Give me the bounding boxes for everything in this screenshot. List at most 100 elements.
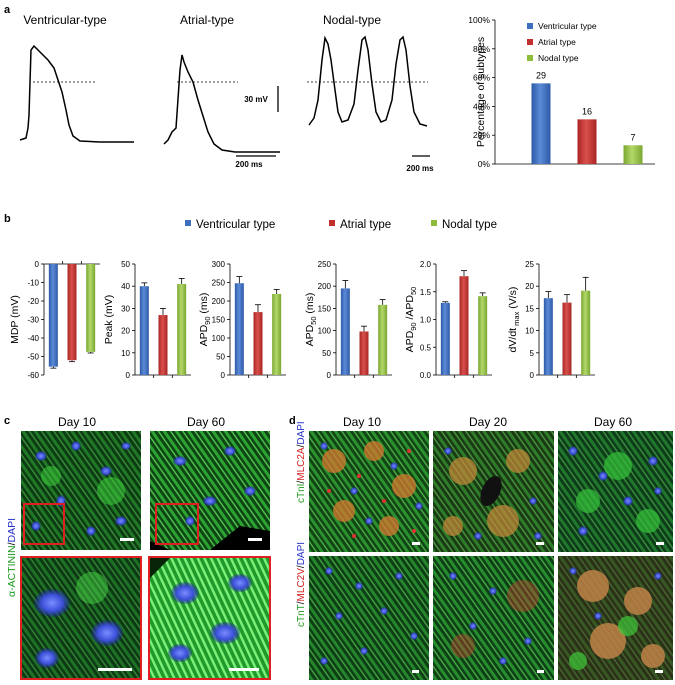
y-tick-label: 0% (478, 159, 491, 169)
panel-c-col-day60: Day 60 (187, 415, 225, 429)
stain-sep: / (6, 542, 18, 545)
y-tick-label: 150 (318, 304, 332, 313)
y-tick-label: 200 (212, 297, 226, 306)
y-axis-label: APD50 (ms) (304, 293, 318, 347)
panel-d-col-day20: Day 20 (469, 415, 507, 429)
ep-chart-5: 0.0 0.5 1.0 1.5 2.0 APD90 /APD50 (404, 260, 492, 380)
scale-bar (248, 538, 262, 541)
y-tick-label: 50 (121, 260, 130, 269)
micro-c-day60-zoom (148, 556, 271, 680)
bar-atrial (253, 312, 263, 375)
scale-bar (655, 670, 663, 673)
panel-d-col-day10: Day 10 (343, 415, 381, 429)
scale-bar (656, 542, 664, 545)
y-tick-label: 1.0 (420, 316, 432, 325)
micro-c-day60 (150, 431, 270, 550)
panel-c-label: c (4, 415, 10, 427)
bar-atrial (459, 276, 469, 375)
scale-bar (412, 670, 419, 673)
panel-c-stain-label: α-ACTININ/DAPI (6, 518, 18, 597)
bar-nodal (581, 290, 591, 375)
micro-d-row1-day10 (309, 431, 429, 552)
bar-nodal (478, 296, 488, 375)
micro-d-row1-day20 (433, 431, 554, 552)
ep-chart-6: 0 5 10 15 20 25 dV/dt max (V/s) (507, 260, 595, 380)
y-tick-label: 300 (212, 260, 226, 269)
y-tick-label: 20% (473, 130, 490, 140)
y-axis-label: Peak (mV) (103, 295, 115, 345)
bar-ventricular (48, 264, 58, 367)
legend-b-swatch-nodal (431, 220, 437, 226)
legend-b-label-atrial: Atrial type (340, 219, 391, 231)
micro-d-row2-day60 (558, 556, 673, 680)
legend-b: Ventricular type Atrial type Nodal type (185, 219, 497, 231)
zoom-frame-day10 (23, 503, 65, 545)
y-tick-label: -10 (27, 279, 39, 288)
bar-ventricular (531, 83, 551, 164)
micro-d-row2-day10 (309, 556, 429, 680)
y-tick-label: 100 (318, 327, 332, 336)
legend-b-label-ventricular: Ventricular type (196, 219, 275, 231)
zoom-frame-day60 (155, 503, 199, 545)
y-tick-label: 30 (121, 304, 130, 313)
y-tick-label: 250 (318, 260, 332, 269)
bar-nodal (86, 264, 96, 352)
ep-chart-1: -60 -50 -40 -30 -20 -10 0 MDP (mV) (9, 260, 100, 380)
scale-bar (98, 668, 132, 671)
y-tick-label: -40 (27, 334, 39, 343)
time-scale-label-nodal: 200 ms (406, 164, 434, 173)
y-tick-label: 20 (525, 282, 534, 291)
y-tick-label: 20 (121, 327, 130, 336)
ep-chart-2: 0 10 20 30 40 50 Peak (mV) (103, 260, 191, 380)
legend-b-label-nodal: Nodal type (442, 219, 497, 231)
panel-d-col-day60: Day 60 (594, 415, 632, 429)
bar-ventricular (340, 288, 350, 375)
legend-swatch-ventricular (527, 23, 533, 29)
y-tick-label: 5 (530, 349, 535, 358)
bar-nodal (378, 304, 388, 375)
scale-bar (120, 538, 134, 541)
legend-label-atrial: Atrial type (538, 37, 576, 47)
y-tick-label: 250 (212, 279, 226, 288)
y-tick-label: 0.5 (420, 343, 432, 352)
legend-b-swatch-atrial (329, 220, 335, 226)
bar-ventricular (440, 302, 450, 375)
ep-chart-3: 0 50 100 150 200 250 300 APD90 (ms) (198, 260, 286, 380)
micro-d-row1-day60 (558, 431, 673, 552)
y-tick-label: 50 (216, 353, 225, 362)
y-tick-label: 100% (468, 15, 490, 25)
ap-trace-ventricular (19, 44, 134, 143)
bar-atrial (577, 119, 597, 164)
time-scale-label-atrial: 200 ms (235, 160, 263, 169)
y-tick-label: 15 (525, 304, 534, 313)
micro-c-day10-zoom (20, 556, 142, 680)
y-axis-label: APD90 (ms) (198, 293, 212, 347)
bar-nodal (177, 283, 187, 375)
y-tick-label: 80% (473, 44, 490, 54)
y-axis-label: MDP (mV) (9, 295, 21, 344)
y-tick-label: 100 (212, 334, 226, 343)
legend-b-swatch-ventricular (185, 220, 191, 226)
trace-title-ventricular: Ventricular-type (23, 13, 107, 27)
legend-swatch-nodal (527, 55, 533, 61)
voltage-scale-label: 30 mV (244, 95, 268, 104)
y-tick-label: 10 (121, 349, 130, 358)
panel-d-row1-stain-label: cTnI/MLC2A/DAPI (296, 421, 307, 503)
y-tick-label: 0 (530, 371, 535, 380)
y-axis-label: Percentage of subtypes (475, 37, 487, 147)
micro-c-day10 (21, 431, 141, 550)
y-tick-label: -50 (27, 353, 39, 362)
y-tick-label: 60% (473, 73, 490, 83)
scale-bar (229, 668, 259, 671)
ap-trace-atrial (163, 54, 280, 153)
y-tick-label: 0 (221, 371, 226, 380)
y-tick-label: 1.5 (420, 288, 432, 297)
y-tick-label: 10 (525, 327, 534, 336)
legend-swatch-atrial (527, 39, 533, 45)
panel-a-label: a (4, 4, 11, 16)
panel-b-label: b (4, 213, 11, 225)
bar-atrial (359, 331, 369, 375)
bar-nodal (272, 293, 282, 375)
